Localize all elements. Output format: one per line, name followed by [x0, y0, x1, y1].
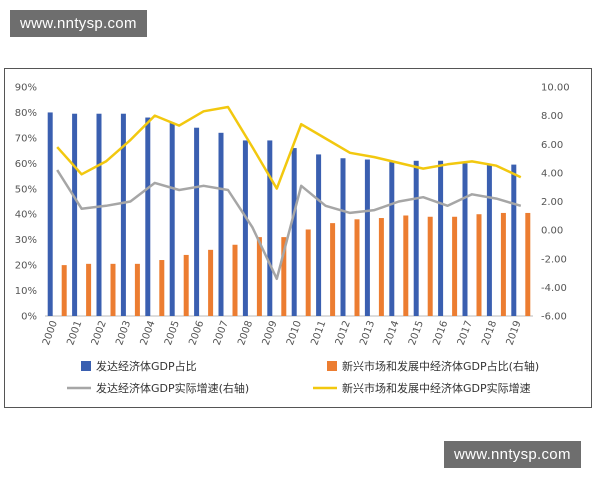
bar-developed-2019 [511, 164, 517, 316]
x-tick-label: 2018 [480, 319, 499, 347]
x-tick-label: 2009 [261, 319, 280, 347]
left-tick-label: 50% [15, 184, 37, 195]
bar-emerging-2006 [208, 249, 214, 316]
legend-label: 新兴市场和发展中经济体GDP占比(右轴) [342, 359, 539, 373]
legend-swatch [327, 361, 337, 371]
bar-series [47, 112, 531, 317]
bar-developed-2011 [316, 154, 322, 316]
bar-emerging-2001 [86, 263, 92, 316]
bar-emerging-2014 [403, 215, 409, 316]
bar-developed-2012 [340, 158, 346, 316]
line-emerging-growth [56, 105, 522, 190]
x-axis-ticks: 2000 2001 2002 2003 2004 2005 2006 2007 2008 2009… [41, 319, 524, 347]
bar-developed-2006 [194, 127, 200, 316]
x-tick-label: 2005 [163, 319, 182, 347]
bar-developed-2016 [438, 160, 444, 316]
bar-emerging-2015 [427, 216, 433, 316]
bar-emerging-2019 [525, 212, 531, 316]
bar-developed-2014 [389, 162, 395, 316]
left-tick-label: 10% [15, 286, 37, 297]
right-tick-label: -2.00 [541, 254, 567, 265]
x-tick-label: 2014 [383, 319, 402, 347]
right-tick-label: 2.00 [541, 197, 563, 208]
bar-developed-2018 [486, 164, 492, 316]
bar-emerging-2017 [476, 214, 482, 316]
x-tick-label: 2012 [334, 319, 353, 347]
bar-developed-2002 [96, 113, 102, 316]
legend-label: 发达经济体GDP占比 [96, 359, 197, 373]
bar-developed-2000 [47, 112, 53, 316]
right-axis-ticks: -6.00 -4.00 -2.00 0.00 2.00 4.00 6.00 8.00 10.00 [541, 83, 570, 323]
watermark-bottom: www.nntysp.com [444, 441, 581, 468]
left-tick-label: 40% [15, 210, 37, 221]
bar-developed-2004 [145, 117, 151, 317]
bar-emerging-2010 [305, 229, 311, 316]
chart-frame: 0% 10% 20% 30% 40% 50% 60% 70% 80% 90% -6.00 -4.00… [4, 68, 592, 408]
bar-developed-2003 [120, 113, 126, 316]
bar-emerging-2000 [61, 265, 67, 316]
left-tick-label: 60% [15, 159, 37, 170]
x-tick-label: 2015 [407, 319, 426, 347]
x-tick-label: 2003 [114, 319, 133, 347]
right-tick-label: 8.00 [541, 111, 563, 122]
x-tick-label: 2010 [285, 319, 304, 347]
legend: 发达经济体GDP占比 新兴市场和发展中经济体GDP占比(右轴) 发达经济体GDP实际… [67, 359, 539, 395]
bar-developed-2001 [72, 113, 78, 316]
x-tick-label: 2013 [358, 319, 377, 347]
legend-label: 新兴市场和发展中经济体GDP实际增速 [342, 381, 531, 395]
x-tick-label: 2016 [431, 319, 450, 347]
bar-emerging-2002 [110, 263, 116, 316]
bar-emerging-2008 [256, 237, 262, 316]
bar-developed-2010 [291, 148, 297, 316]
bar-emerging-2004 [159, 260, 165, 316]
bar-emerging-2003 [134, 263, 140, 316]
legend-label: 发达经济体GDP实际增速(右轴) [96, 381, 249, 395]
bar-developed-2017 [462, 163, 468, 316]
x-tick-label: 2019 [505, 319, 524, 347]
left-tick-label: 90% [15, 83, 37, 94]
left-tick-label: 0% [21, 312, 37, 323]
right-tick-label: 10.00 [541, 83, 570, 94]
bar-emerging-2012 [354, 219, 360, 316]
x-tick-label: 2008 [236, 319, 255, 347]
left-tick-label: 70% [15, 133, 37, 144]
x-tick-label: 2001 [65, 319, 84, 347]
combo-chart: 0% 10% 20% 30% 40% 50% 60% 70% 80% 90% -6.00 -4.00… [15, 83, 570, 396]
bar-emerging-2013 [378, 218, 384, 316]
bar-developed-2015 [413, 160, 419, 316]
line-series [56, 105, 522, 281]
x-tick-label: 2011 [309, 319, 328, 347]
right-tick-label: 4.00 [541, 168, 563, 179]
left-axis-ticks: 0% 10% 20% 30% 40% 50% 60% 70% 80% 90% [15, 83, 37, 323]
x-tick-label: 2017 [456, 319, 475, 347]
right-tick-label: 0.00 [541, 226, 563, 237]
right-tick-label: 6.00 [541, 140, 563, 151]
left-tick-label: 20% [15, 261, 37, 272]
watermark-top: www.nntysp.com [10, 10, 147, 37]
legend-swatch [81, 361, 91, 371]
x-tick-label: 2007 [212, 319, 231, 347]
bar-developed-2013 [364, 159, 370, 316]
x-tick-label: 2000 [41, 319, 60, 347]
bar-developed-2007 [218, 132, 224, 316]
bar-emerging-2018 [500, 212, 506, 316]
x-tick-label: 2004 [139, 319, 158, 347]
bar-developed-2009 [267, 140, 273, 316]
x-tick-label: 2002 [90, 319, 109, 347]
bar-emerging-2011 [330, 223, 336, 316]
bar-emerging-2016 [452, 216, 458, 316]
bar-emerging-2005 [183, 254, 189, 316]
left-tick-label: 80% [15, 108, 37, 119]
x-tick-label: 2006 [187, 319, 206, 347]
bar-developed-2008 [242, 140, 248, 316]
bar-emerging-2009 [281, 237, 287, 316]
right-tick-label: -6.00 [541, 312, 567, 323]
right-tick-label: -4.00 [541, 283, 567, 294]
bar-developed-2005 [169, 122, 175, 316]
left-tick-label: 30% [15, 235, 37, 246]
line-developed-growth [56, 169, 522, 281]
bar-emerging-2007 [232, 244, 238, 316]
